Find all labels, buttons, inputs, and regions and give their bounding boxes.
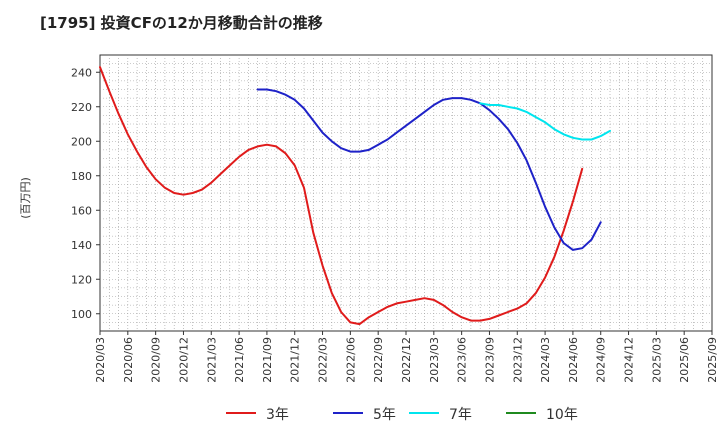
legend-label-4: 10年 bbox=[546, 407, 578, 423]
x-tick-label: 2024/03 bbox=[539, 337, 552, 383]
x-tick-label: 2025/06 bbox=[678, 337, 691, 383]
y-tick-label: 100 bbox=[71, 308, 92, 321]
y-tick-label: 240 bbox=[71, 66, 92, 79]
x-tick-label: 2022/06 bbox=[344, 337, 357, 383]
x-tick-label: 2020/12 bbox=[177, 337, 190, 383]
series-line-3 bbox=[479, 102, 611, 141]
x-tick-label: 2022/09 bbox=[372, 337, 385, 383]
x-tick-label: 2025/03 bbox=[650, 337, 663, 383]
x-tick-label: 2023/06 bbox=[456, 337, 469, 383]
y-tick-label: 200 bbox=[71, 135, 92, 148]
y-tick-label: 180 bbox=[71, 170, 92, 183]
legend-label-1: 3年 bbox=[266, 407, 289, 423]
legend-label-2: 5年 bbox=[373, 407, 396, 423]
x-tick-label: 2021/03 bbox=[205, 337, 218, 383]
y-tick-label: 120 bbox=[71, 273, 92, 286]
x-tick-label: 2024/09 bbox=[595, 337, 608, 383]
x-tick-label: 2023/09 bbox=[483, 337, 496, 383]
x-tick-label: 2023/03 bbox=[428, 337, 441, 383]
y-tick-label: 140 bbox=[71, 239, 92, 252]
x-tick-label: 2025/09 bbox=[706, 337, 719, 383]
x-tick-label: 2022/03 bbox=[317, 337, 330, 383]
x-tick-label: 2022/12 bbox=[400, 337, 413, 383]
x-tick-label: 2021/09 bbox=[261, 337, 274, 383]
x-tick-label: 2020/06 bbox=[122, 337, 135, 383]
series-line-1 bbox=[99, 66, 584, 326]
chart-title: [1795] 投資CFの12か月移動合計の推移 bbox=[40, 14, 323, 32]
x-tick-label: 2021/06 bbox=[233, 337, 246, 383]
y-tick-label: 220 bbox=[71, 101, 92, 114]
x-tick-label: 2020/03 bbox=[94, 337, 107, 383]
series-line-2 bbox=[256, 88, 602, 251]
x-tick-label: 2024/06 bbox=[567, 337, 580, 383]
x-tick-label: 2023/12 bbox=[511, 337, 524, 383]
x-tick-label: 2020/09 bbox=[150, 337, 163, 383]
legend-label-3: 7年 bbox=[449, 407, 472, 423]
x-tick-label: 2024/12 bbox=[623, 337, 636, 383]
x-tick-label: 2021/12 bbox=[289, 337, 302, 383]
y-tick-label: 160 bbox=[71, 204, 92, 217]
